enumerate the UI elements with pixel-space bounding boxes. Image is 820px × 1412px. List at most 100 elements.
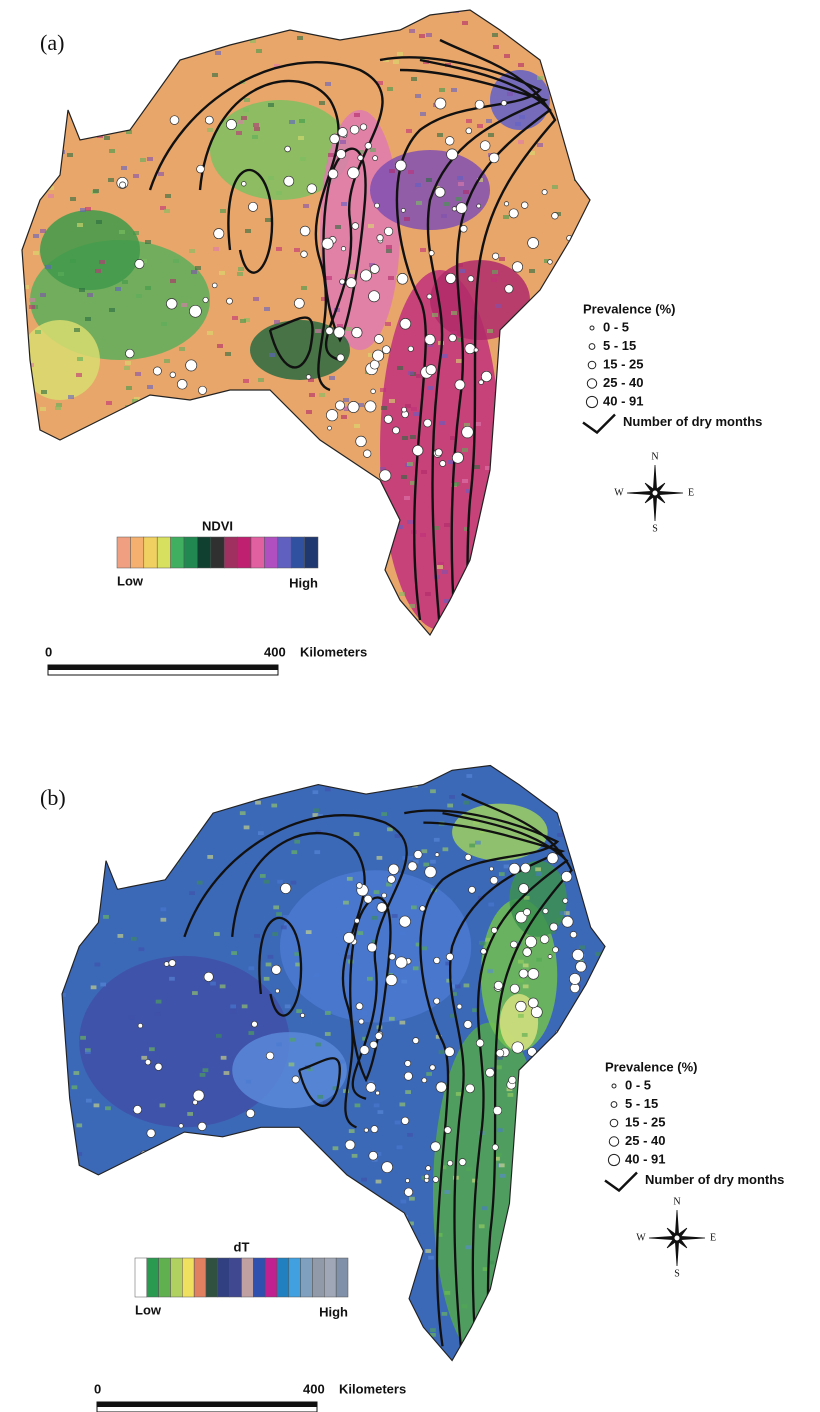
map-texture — [606, 1001, 612, 1005]
map-texture — [35, 330, 41, 334]
map-texture — [276, 1313, 282, 1317]
prevalence-site — [474, 348, 478, 352]
map-texture — [121, 166, 127, 170]
map-texture — [428, 1256, 434, 1260]
map-texture — [466, 1167, 472, 1171]
map-texture — [242, 1004, 248, 1008]
map-texture — [334, 494, 340, 498]
map-texture — [143, 31, 149, 35]
map-texture — [272, 932, 278, 936]
map-texture — [587, 1192, 593, 1196]
map-texture — [392, 1280, 398, 1284]
prevalence-site — [334, 327, 345, 338]
map-texture — [544, 403, 550, 407]
prevalence-site — [138, 1023, 143, 1028]
map-texture — [113, 620, 119, 624]
prevalence-site — [434, 957, 440, 963]
prevalence-site — [147, 1129, 155, 1137]
map-texture — [516, 1284, 522, 1288]
map-texture — [60, 19, 66, 23]
map-texture — [491, 278, 497, 282]
prevalence-site — [547, 387, 557, 397]
map-texture — [53, 932, 59, 936]
map-texture — [530, 1357, 536, 1361]
map-texture — [114, 470, 120, 474]
map-texture — [21, 361, 27, 365]
map-texture — [552, 1336, 558, 1340]
map-texture — [14, 370, 20, 374]
map-texture — [474, 465, 480, 469]
prevalence-site — [512, 262, 522, 272]
map-texture — [131, 937, 137, 941]
map-texture — [449, 795, 455, 799]
map-texture — [200, 406, 206, 410]
prevalence-site — [528, 968, 539, 979]
map-texture — [400, 1103, 406, 1107]
map-texture — [551, 84, 557, 88]
prevalence-site — [348, 167, 360, 179]
map-texture — [339, 1060, 345, 1064]
map-texture — [59, 150, 65, 154]
map-texture — [456, 1092, 462, 1096]
map-texture — [105, 814, 111, 818]
prevalence-site — [141, 414, 151, 424]
map-texture — [173, 259, 179, 263]
map-texture — [553, 1099, 559, 1103]
map-texture — [548, 461, 554, 465]
map-texture — [532, 524, 538, 528]
figure: (a)Prevalence (%)0 - 55 - 1515 - 2525 - … — [0, 0, 820, 1412]
prevalence-site — [540, 441, 550, 451]
map-texture — [25, 442, 31, 446]
map-texture — [88, 1225, 94, 1229]
map-texture — [434, 838, 440, 842]
map-texture — [80, 878, 86, 882]
map-texture — [379, 1211, 385, 1215]
colorbar-swatch — [305, 537, 318, 568]
map-texture — [482, 1206, 488, 1210]
map-texture — [518, 1014, 524, 1018]
prevalence-site — [335, 401, 344, 410]
map-texture — [213, 247, 219, 251]
map-texture — [372, 916, 378, 920]
map-texture — [56, 931, 62, 935]
map-texture — [537, 143, 543, 147]
prevalence-site — [153, 367, 161, 375]
prevalence-site — [519, 884, 529, 894]
map-texture — [315, 329, 321, 333]
prevalence-site — [186, 360, 197, 371]
map-texture — [421, 470, 427, 474]
map-texture — [104, 1229, 110, 1233]
map-texture — [507, 632, 513, 636]
map-texture — [72, 1085, 78, 1089]
map-texture — [405, 1090, 411, 1094]
prevalence-site — [501, 100, 506, 105]
map-texture — [243, 108, 249, 112]
prevalence-site — [585, 1095, 591, 1101]
map-texture — [575, 561, 581, 565]
map-texture — [413, 966, 419, 970]
prevalence-site — [476, 1039, 484, 1047]
map-texture — [214, 932, 220, 936]
prevalence-site — [427, 294, 432, 299]
map-texture — [345, 1229, 351, 1233]
map-texture — [83, 1311, 89, 1315]
map-texture — [368, 224, 374, 228]
map-texture — [149, 1047, 155, 1051]
map-texture — [367, 4, 373, 8]
map-texture — [319, 101, 325, 105]
map-texture — [542, 1341, 548, 1345]
map-texture — [268, 955, 274, 959]
map-region — [430, 260, 530, 340]
prevalence-site — [133, 1105, 141, 1113]
panel: (a)Prevalence (%)0 - 55 - 1515 - 2525 - … — [0, 0, 762, 675]
map-texture — [299, 119, 305, 123]
map-texture — [305, 1156, 311, 1160]
prevalence-site — [574, 1181, 580, 1187]
map-texture — [100, 983, 106, 987]
map-texture — [181, 303, 187, 307]
map-texture — [335, 225, 341, 229]
map-texture — [419, 34, 425, 38]
prevalence-site — [527, 1197, 531, 1201]
prevalence-site — [431, 1142, 441, 1152]
map-texture — [347, 877, 353, 881]
